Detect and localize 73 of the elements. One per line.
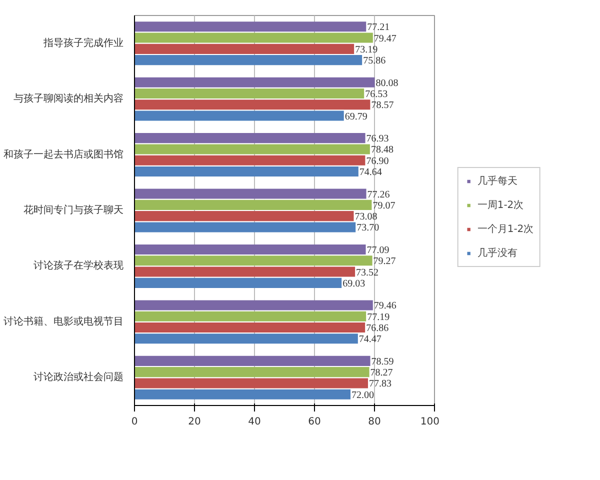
bar <box>134 378 368 388</box>
y-tick-label: 讨论政治或社会问题 <box>34 371 124 384</box>
data-label: 77.83 <box>368 378 392 390</box>
data-label: 72.00 <box>352 390 374 401</box>
bar <box>134 110 344 121</box>
data-label: 77.21 <box>367 22 390 34</box>
legend-label: 一周1-2次 <box>477 198 524 212</box>
data-label: 79.27 <box>373 256 396 268</box>
bar <box>134 222 356 232</box>
legend-label: 几乎每天 <box>477 174 518 188</box>
y-tick-label: 与孩子聊阅读的相关内容 <box>14 92 124 105</box>
data-label: 76.93 <box>366 134 389 145</box>
bar <box>134 256 372 266</box>
data-label: 73.70 <box>356 222 380 234</box>
bar <box>134 300 373 310</box>
data-label: 78.48 <box>370 144 394 156</box>
data-label: 74.47 <box>358 334 382 346</box>
data-label: 75.86 <box>363 56 386 67</box>
data-label: 69.79 <box>344 111 368 122</box>
bar <box>134 88 364 99</box>
bar <box>134 55 362 66</box>
bar <box>134 356 370 366</box>
legend-label: 一个月1-2次 <box>477 222 534 236</box>
data-label: 73.08 <box>354 212 378 223</box>
data-label: 80.08 <box>376 78 398 89</box>
bar <box>134 244 366 255</box>
bar <box>134 334 358 344</box>
data-label: 79.46 <box>374 300 396 312</box>
x-tick-label: 60 <box>308 416 321 428</box>
x-tick-label: 40 <box>248 416 261 428</box>
data-label: 73.52 <box>356 267 379 278</box>
bar <box>134 166 358 177</box>
bar <box>134 22 366 32</box>
bar <box>134 155 366 166</box>
bar <box>134 266 356 277</box>
x-tick-label: 80 <box>368 416 381 428</box>
y-tick-label: 和孩子一起去书店或图书馆 <box>4 148 124 160</box>
bar <box>134 188 366 199</box>
bar <box>134 32 373 43</box>
y-tick-label: 讨论孩子在学校表现 <box>34 260 124 272</box>
bar <box>134 367 370 378</box>
data-label: 77.26 <box>367 189 390 200</box>
data-label: 78.27 <box>370 368 393 379</box>
y-tick-label: 讨论书籍、电影或电视节目 <box>4 315 124 328</box>
bar <box>134 133 366 144</box>
data-label: 77.09 <box>366 245 390 256</box>
bar <box>134 211 354 222</box>
bar <box>134 100 370 110</box>
bar <box>134 311 366 322</box>
y-tick-label: 花时间专门与孩子聊天 <box>24 204 124 216</box>
data-label: 76.90 <box>366 156 389 167</box>
data-label: 76.86 <box>366 323 389 334</box>
x-tick-label: 100 <box>420 416 440 428</box>
data-label: 77.19 <box>367 312 390 323</box>
data-label: 78.57 <box>371 100 394 112</box>
data-label: 74.64 <box>359 167 382 178</box>
bar <box>134 144 370 154</box>
data-label: 76.53 <box>365 89 388 100</box>
data-label: 79.47 <box>374 33 396 44</box>
legend-label: 几乎没有 <box>477 246 518 260</box>
y-tick-label: 指导孩子完成作业 <box>42 36 124 49</box>
bar <box>134 389 350 400</box>
data-label: 73.19 <box>355 44 378 56</box>
bar <box>134 200 372 210</box>
bar <box>134 77 375 88</box>
x-tick-label: 0 <box>131 416 138 428</box>
bar <box>134 44 354 54</box>
data-label: 69.03 <box>342 278 366 290</box>
x-tick-label: 20 <box>188 416 201 428</box>
data-label: 78.59 <box>371 356 394 368</box>
bar <box>134 322 366 333</box>
bar <box>134 278 342 288</box>
data-label: 79.07 <box>372 200 396 212</box>
